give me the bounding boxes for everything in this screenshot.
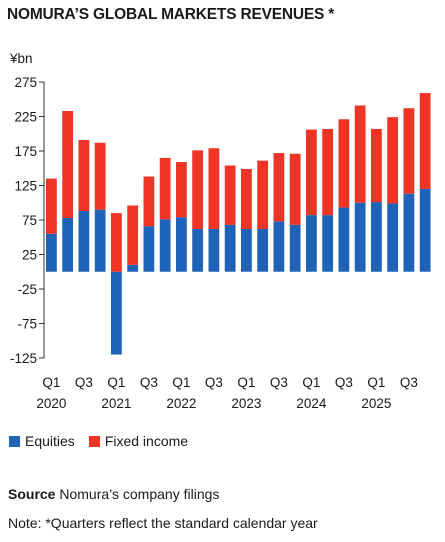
x-tick-label-year: 2021 bbox=[101, 396, 131, 411]
bar-fixed-income bbox=[176, 162, 187, 218]
bar-fixed-income bbox=[306, 129, 317, 216]
bar-fixed-income bbox=[371, 128, 382, 203]
bar-equities bbox=[241, 228, 252, 272]
legend: Equities Fixed income bbox=[9, 433, 202, 449]
bar-fixed-income bbox=[403, 108, 415, 194]
y-axis: 275 225 175 125 75 25 -25 -75 -125 bbox=[10, 75, 45, 366]
x-tick-label-quarter: Q1 bbox=[172, 375, 190, 390]
bar-equities bbox=[354, 202, 366, 272]
y-tick-label: -75 bbox=[17, 317, 37, 332]
x-tick-label-quarter: Q3 bbox=[400, 375, 418, 390]
bar-fixed-income bbox=[62, 110, 74, 218]
y-axis-unit-label: ¥bn bbox=[9, 51, 33, 66]
bar-fixed-income bbox=[419, 93, 431, 189]
bar-equities bbox=[322, 215, 334, 272]
bar-fixed-income bbox=[338, 119, 350, 208]
bar-fixed-income bbox=[257, 160, 269, 229]
y-tick-label: 225 bbox=[14, 110, 37, 125]
bars-group bbox=[46, 93, 431, 355]
x-tick-label-quarter: Q3 bbox=[205, 375, 223, 390]
source-text: Nomura’s company filings bbox=[55, 486, 220, 502]
y-tick-label: -25 bbox=[17, 282, 37, 297]
bar-fixed-income bbox=[322, 128, 334, 216]
legend-label-equities: Equities bbox=[25, 433, 75, 449]
bar-fixed-income bbox=[387, 117, 399, 204]
bar-equities bbox=[273, 221, 285, 272]
bar-equities bbox=[127, 264, 139, 272]
chart-title: NOMURA’S GLOBAL MARKETS REVENUES * bbox=[7, 6, 335, 23]
bar-fixed-income bbox=[127, 205, 139, 265]
bar-fixed-income bbox=[94, 142, 106, 210]
x-tick-label-year: 2025 bbox=[361, 396, 391, 411]
y-tick-label: 75 bbox=[22, 213, 37, 228]
bar-equities bbox=[306, 215, 317, 272]
bar-equities bbox=[192, 228, 204, 272]
y-tick-label: 175 bbox=[14, 144, 37, 159]
bar-equities bbox=[159, 219, 171, 272]
x-tick-label-year: 2023 bbox=[231, 396, 261, 411]
legend-label-fixed-income: Fixed income bbox=[104, 433, 189, 449]
bar-fixed-income bbox=[289, 153, 301, 225]
legend-item-equities: Equities bbox=[9, 433, 75, 449]
bar-equities bbox=[338, 207, 350, 272]
x-tick-label-year: 2020 bbox=[36, 396, 66, 411]
bar-equities bbox=[257, 228, 269, 272]
y-tick-label: 25 bbox=[22, 248, 37, 263]
x-tick-label-quarter: Q1 bbox=[42, 375, 60, 390]
x-tick-label-quarter: Q1 bbox=[107, 375, 125, 390]
bar-fixed-income bbox=[143, 176, 155, 227]
bar-equities bbox=[94, 209, 106, 272]
legend-swatch-equities bbox=[9, 435, 20, 447]
bar-fixed-income bbox=[273, 153, 285, 222]
bar-equities bbox=[224, 224, 236, 272]
bar-equities bbox=[371, 202, 382, 272]
bar-equities bbox=[111, 271, 122, 355]
x-tick-label-year: 2024 bbox=[296, 396, 327, 411]
x-tick-label-quarter: Q3 bbox=[335, 375, 353, 390]
bar-fixed-income bbox=[354, 105, 366, 203]
x-tick-label-year: 2022 bbox=[166, 396, 196, 411]
bar-equities bbox=[403, 193, 415, 272]
bar-equities bbox=[176, 217, 187, 272]
bar-fixed-income bbox=[192, 150, 204, 229]
y-tick-label: -125 bbox=[10, 351, 37, 366]
bar-fixed-income bbox=[78, 139, 90, 212]
source-line: Source Nomura’s company filings bbox=[8, 486, 219, 502]
bar-equities bbox=[78, 211, 90, 272]
bar-fixed-income bbox=[111, 213, 122, 272]
y-tick-label: 275 bbox=[14, 75, 37, 90]
x-tick-label-quarter: Q1 bbox=[237, 375, 255, 390]
bar-fixed-income bbox=[241, 168, 252, 229]
legend-item-fixed-income: Fixed income bbox=[88, 433, 189, 449]
footnote: Note: *Quarters reflect the standard cal… bbox=[8, 515, 318, 531]
bar-equities bbox=[419, 188, 431, 272]
source-label: Source bbox=[8, 486, 56, 502]
bar-fixed-income bbox=[46, 178, 57, 234]
x-tick-label-quarter: Q3 bbox=[140, 375, 158, 390]
bar-equities bbox=[62, 217, 74, 272]
legend-swatch-fixed-income bbox=[88, 435, 100, 447]
bar-equities bbox=[289, 224, 301, 272]
bar-fixed-income bbox=[224, 165, 236, 225]
bar-fixed-income bbox=[208, 148, 220, 229]
bar-equities bbox=[208, 228, 220, 272]
bar-fixed-income bbox=[159, 157, 171, 220]
x-tick-label-quarter: Q3 bbox=[75, 375, 93, 390]
y-tick-label: 125 bbox=[14, 179, 37, 194]
bar-equities bbox=[143, 226, 155, 272]
x-tick-label-quarter: Q1 bbox=[367, 375, 385, 390]
x-tick-label-quarter: Q1 bbox=[302, 375, 320, 390]
x-tick-label-quarter: Q3 bbox=[270, 375, 288, 390]
bar-equities bbox=[46, 233, 57, 272]
x-axis: Q1 2020 Q3 Q1 2021 Q3 Q1 2022 Q3 Q1 2023 Q3 Q1 2024 Q3… bbox=[36, 375, 418, 411]
bar-equities bbox=[387, 203, 399, 272]
